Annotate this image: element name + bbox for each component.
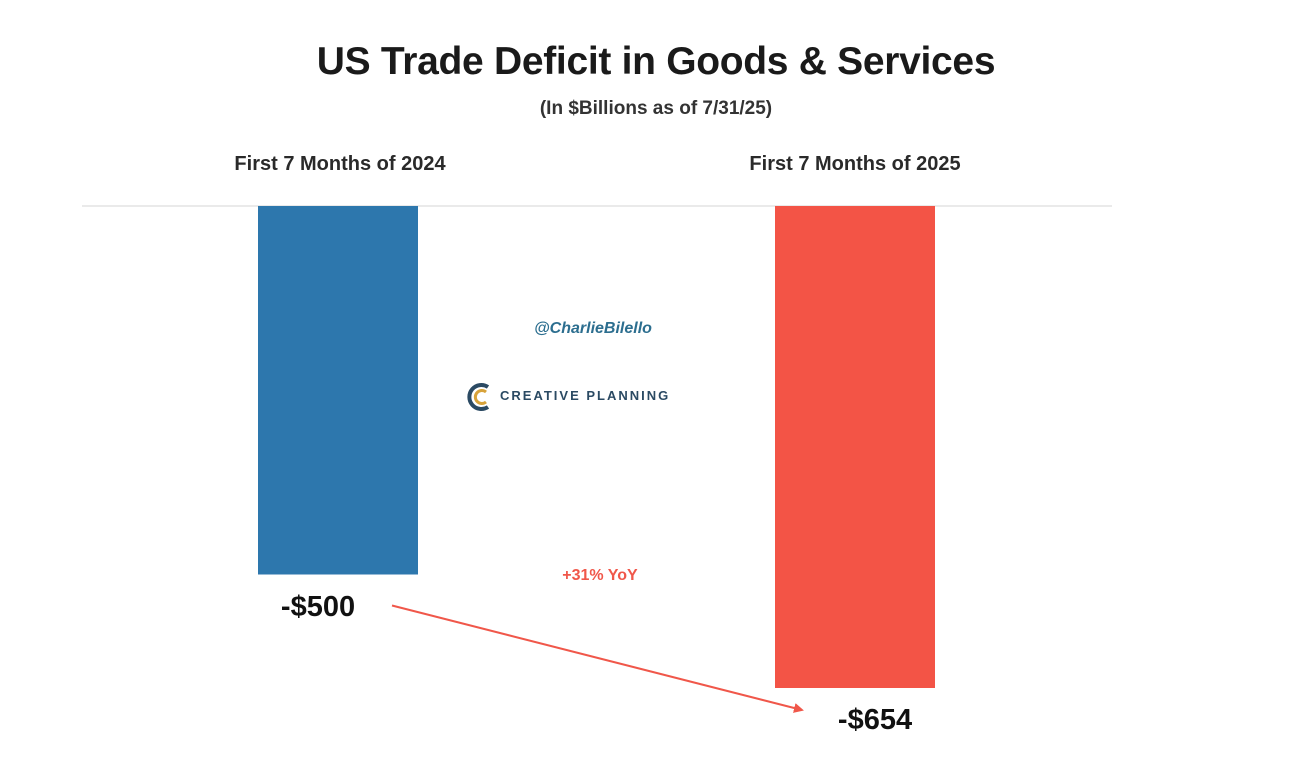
bar-2025 xyxy=(775,206,935,688)
category-label-2025: First 7 Months of 2025 xyxy=(749,153,961,175)
value-label-2025: -$654 xyxy=(837,704,913,736)
bar-2024 xyxy=(258,206,418,575)
creative-planning-logo: CREATIVE PLANNING xyxy=(466,381,726,413)
chart-subtitle: (In $Billions as of 7/31/25) xyxy=(539,98,773,119)
yoy-annotation: +31% YoY xyxy=(562,567,638,584)
value-label-2024: -$500 xyxy=(280,590,356,623)
chart-title: US Trade Deficit in Goods & Services xyxy=(316,40,996,83)
trend-arrow xyxy=(391,604,804,713)
category-label-2024: First 7 Months of 2024 xyxy=(234,153,446,175)
logo-text: CREATIVE PLANNING xyxy=(500,388,671,403)
creative-planning-logo-icon xyxy=(467,383,490,411)
watermark-handle: @CharlieBilello xyxy=(534,320,652,337)
